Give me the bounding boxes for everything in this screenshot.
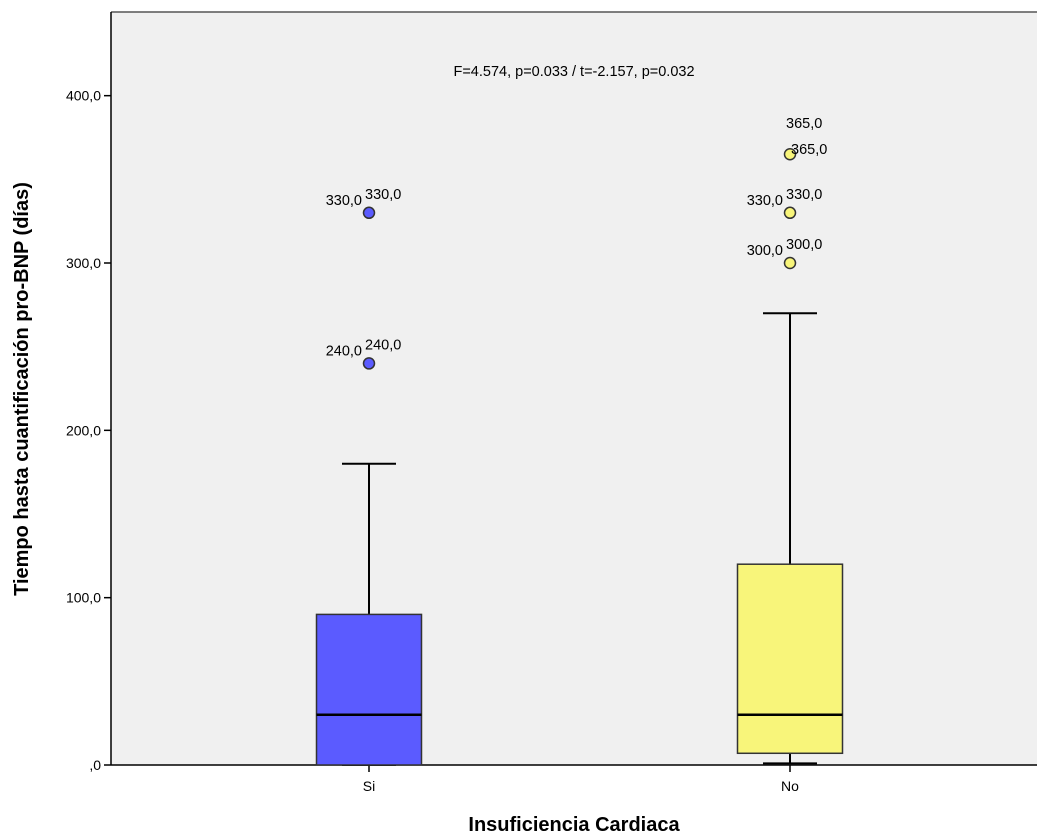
outlier-point bbox=[783, 206, 797, 220]
outlier-label: 240,0 bbox=[365, 337, 401, 353]
outlier-point bbox=[783, 147, 797, 161]
outlier-label: 365,0 bbox=[786, 116, 822, 132]
outlier-label: 300,0 bbox=[747, 243, 783, 259]
plot-area bbox=[111, 12, 1037, 765]
outlier-point bbox=[783, 256, 797, 270]
x-axis-title: Insuficiencia Cardiaca bbox=[468, 814, 680, 836]
box-group-si: 240,0 240,0 330,0 330,0 bbox=[315, 187, 423, 766]
outlier-label: 365,0 bbox=[791, 142, 827, 158]
outlier-label: 330,0 bbox=[326, 193, 362, 209]
chart-annotation: F=4.574, p=0.033 / t=-2.157, p=0.032 bbox=[453, 64, 694, 80]
iqr-box bbox=[315, 613, 423, 766]
outlier-label: 330,0 bbox=[786, 187, 822, 203]
box-group-no: 300,0 300,0 330,0 330,0 365,0 365,0 bbox=[736, 116, 844, 765]
outlier-label: 330,0 bbox=[747, 193, 783, 209]
iqr-box bbox=[736, 563, 844, 755]
x-tick-label: Si bbox=[363, 778, 375, 794]
outlier-label: 300,0 bbox=[786, 237, 822, 253]
y-tick-label: 200,0 bbox=[66, 422, 101, 438]
x-tick-label: No bbox=[781, 778, 799, 794]
y-tick-label: 100,0 bbox=[66, 590, 101, 606]
outlier-point bbox=[362, 357, 376, 370]
y-ticks: ,0 100,0 200,0 300,0 400,0 bbox=[66, 88, 111, 773]
outlier-point bbox=[362, 206, 376, 220]
outlier-label: 330,0 bbox=[365, 187, 401, 203]
x-ticks: Si No bbox=[363, 765, 799, 794]
outlier-label: 240,0 bbox=[326, 343, 362, 359]
y-tick-label: 400,0 bbox=[66, 88, 101, 104]
y-axis-title: Tiempo hasta cuantificación pro-BNP (día… bbox=[11, 182, 33, 596]
y-tick-label: 300,0 bbox=[66, 255, 101, 271]
y-tick-label: ,0 bbox=[89, 757, 101, 773]
